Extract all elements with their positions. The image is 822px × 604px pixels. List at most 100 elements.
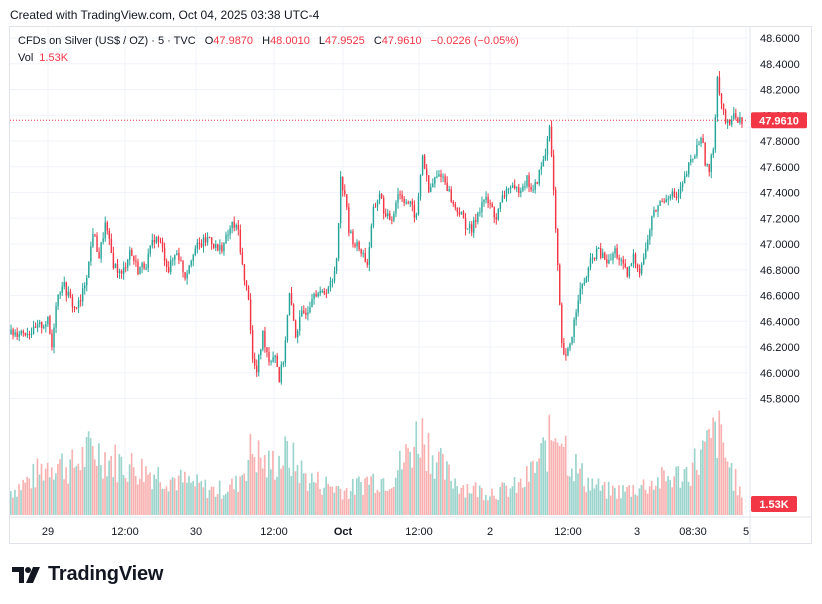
candle-body	[661, 201, 663, 203]
candle-body	[323, 290, 326, 294]
volume-bar	[552, 441, 555, 515]
candle-body	[546, 138, 549, 155]
candle-body	[364, 253, 366, 262]
volume-bar	[392, 486, 395, 515]
candle-body	[165, 260, 168, 268]
candle-body	[579, 288, 581, 301]
change-value: −0.0226 (−0.05%)	[430, 35, 519, 47]
candle-body	[47, 316, 49, 325]
candle-body	[278, 367, 280, 383]
candle-body	[481, 202, 483, 212]
candle-body	[61, 286, 63, 293]
volume-bar	[231, 478, 233, 515]
volume-bar	[315, 482, 317, 515]
candle-body	[153, 239, 156, 243]
candle-body	[737, 117, 739, 123]
volume-bar	[611, 485, 614, 515]
candle-body	[434, 177, 436, 184]
candle-body	[362, 253, 364, 255]
candle-body	[143, 263, 145, 269]
tradingview-logo[interactable]: TradingView	[12, 563, 163, 586]
volume-bar	[298, 483, 301, 515]
candle-body	[32, 326, 35, 334]
volume-bar	[384, 490, 387, 515]
volume-bar	[628, 485, 630, 515]
volume-bar	[325, 476, 327, 515]
candle-body	[630, 263, 633, 267]
volume-bar	[669, 479, 671, 515]
candle-body	[663, 201, 665, 203]
volume-bar	[200, 481, 203, 515]
candle-body	[75, 307, 78, 309]
candle-body	[184, 272, 186, 279]
volume-bar	[478, 485, 481, 515]
candle-body	[407, 202, 409, 204]
volume-bar	[548, 414, 551, 515]
candle-body	[251, 330, 254, 359]
volume-bar	[93, 459, 96, 515]
volume-bar	[257, 440, 260, 515]
volume-bar	[546, 471, 549, 515]
volume-bar	[38, 474, 41, 515]
candle-body	[733, 113, 735, 120]
y-tick-label: 46.0000	[760, 368, 800, 380]
y-tick-label: 48.4000	[760, 59, 800, 71]
candle-body	[38, 322, 41, 325]
candle-body	[735, 113, 737, 118]
volume-bar	[736, 495, 739, 515]
candle-body	[683, 176, 686, 184]
tradingview-brand-name: TradingView	[48, 563, 164, 585]
volume-bar	[52, 479, 55, 515]
symbol-title[interactable]: CFDs on Silver (US$ / OZ) · 5 · TVC	[18, 35, 196, 47]
candle-body	[137, 261, 139, 275]
x-tick-label: 12:00	[111, 526, 139, 538]
candle-body	[141, 263, 143, 268]
volume-bar	[468, 493, 471, 515]
high-label: H	[262, 35, 271, 47]
volume-bar	[253, 457, 256, 515]
volume-bar	[556, 442, 559, 515]
candle-body	[12, 329, 14, 336]
volume-bar	[282, 465, 284, 515]
candle-body	[511, 185, 514, 188]
volume-bar	[519, 478, 522, 515]
volume-bar	[657, 477, 659, 515]
candle-body	[90, 246, 92, 262]
candle-body	[266, 347, 268, 353]
volume-bar	[697, 474, 700, 515]
candle-body	[497, 208, 500, 220]
x-tick-label: 5	[743, 526, 749, 538]
candle-body	[260, 349, 262, 355]
candle-body	[587, 267, 590, 278]
volume-bar	[487, 500, 489, 515]
volume-bar	[437, 451, 440, 515]
volume-bar	[55, 473, 57, 515]
volume-bar	[706, 430, 708, 515]
candle-body	[569, 343, 571, 349]
volume-bar	[581, 463, 583, 515]
candle-body	[685, 174, 688, 177]
candle-body	[86, 277, 88, 286]
volume-bar	[50, 467, 53, 515]
candle-body	[374, 206, 377, 208]
candle-body	[321, 290, 323, 292]
candle-body	[561, 304, 563, 344]
candle-body	[466, 228, 469, 230]
candle-body	[544, 154, 547, 160]
volume-bar	[661, 467, 663, 515]
candle-body	[669, 196, 672, 199]
volume-bar	[562, 446, 565, 515]
volume-bar	[353, 494, 356, 515]
volume-bar	[270, 469, 272, 515]
candle-body	[241, 252, 244, 265]
candle-body	[174, 255, 176, 260]
volume-bar	[34, 487, 37, 515]
volume-bar	[403, 462, 405, 515]
candle-body	[151, 239, 154, 246]
candle-body	[215, 244, 217, 248]
candle-body	[626, 267, 629, 277]
candle-body	[237, 224, 240, 230]
candle-body	[124, 267, 127, 269]
candle-body	[325, 293, 328, 295]
